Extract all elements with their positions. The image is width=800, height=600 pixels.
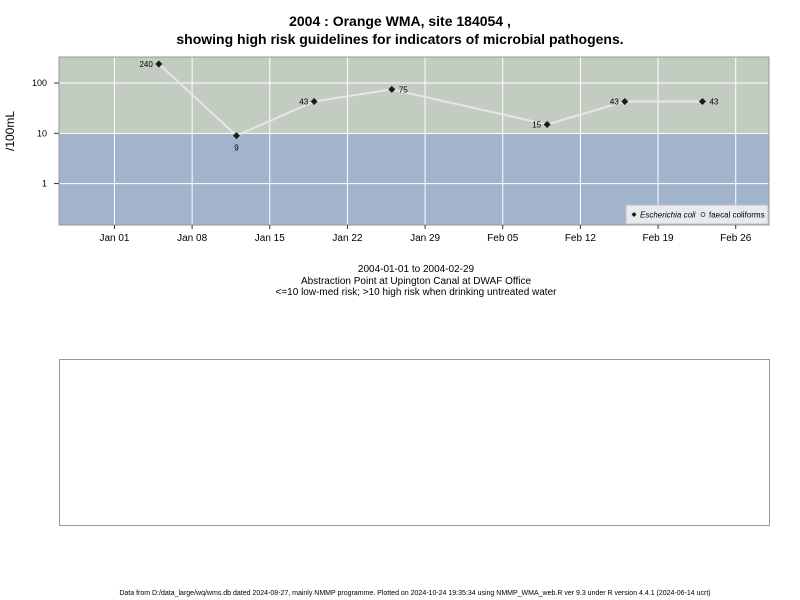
plot-border [58, 56, 770, 226]
legend-label: Escherichia coli [640, 211, 696, 220]
data-label: 9 [234, 144, 239, 153]
data-label: 15 [532, 120, 541, 129]
data-point [388, 85, 396, 93]
x-tick-label: Jan 15 [255, 233, 285, 244]
date-range-caption: 2004-01-01 to 2004-02-29 [357, 264, 475, 275]
data-point [310, 97, 318, 105]
x-tick-label: Jan 08 [177, 233, 207, 244]
data-point [621, 97, 629, 105]
legend-marker [631, 212, 637, 217]
legend-marker [700, 212, 706, 217]
y-tick-label: 10 [37, 128, 47, 138]
data-point [698, 97, 706, 105]
site-caption: Abstraction Point at Upington Canal at D… [300, 276, 532, 287]
x-tick-label: Jan 22 [332, 233, 362, 244]
y-tick-label: 100 [32, 78, 47, 88]
x-tick-label: Jan 29 [410, 233, 440, 244]
data-point [155, 60, 163, 68]
footer-note: Data from D:/data_large/wq/wms.db dated … [119, 590, 711, 597]
data-label: 43 [299, 97, 308, 106]
y-tick-label: 1 [42, 179, 47, 189]
chart-title-line2: showing high risk guidelines for indicat… [176, 31, 624, 47]
risk-caption: <=10 low-med risk; >10 high risk when dr… [275, 287, 557, 298]
x-tick-label: Feb 05 [487, 233, 519, 244]
x-tick-label: Jan 01 [99, 233, 129, 244]
y-axis-label: /100mL [3, 111, 17, 151]
chart-title-line1: 2004 : Orange WMA, site 184054 , [289, 13, 511, 29]
data-label: 43 [709, 97, 718, 106]
data-label: 75 [399, 85, 408, 94]
x-tick-label: Feb 26 [720, 233, 752, 244]
data-label: 240 [139, 60, 153, 69]
data-label: 43 [610, 97, 619, 106]
data-point [543, 120, 551, 128]
x-tick-label: Feb 12 [565, 233, 597, 244]
legend-label: faecal coliforms [709, 211, 765, 220]
x-tick-label: Feb 19 [642, 233, 674, 244]
legend-box [625, 204, 769, 225]
data-point [233, 132, 240, 140]
empty-chart-panel [59, 359, 770, 526]
